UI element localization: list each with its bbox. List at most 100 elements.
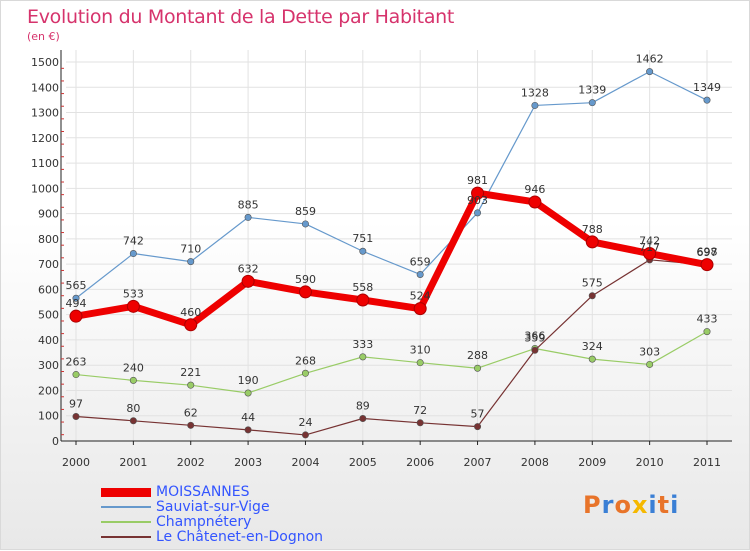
axes: 0 100 200 300 400 500 600 700 800 900 1000 1100 1200…	[31, 50, 732, 469]
y-tick-label: 300	[38, 359, 59, 372]
data-label: 981	[467, 174, 488, 187]
x-tick-label: 2007	[464, 456, 492, 469]
data-point	[187, 421, 195, 429]
data-point	[129, 250, 137, 258]
series-moissannes	[69, 186, 714, 332]
data-point	[474, 209, 482, 217]
data-point	[244, 426, 252, 434]
chart-unit-label: (en €)	[27, 30, 60, 43]
data-label: 324	[582, 340, 603, 353]
x-tick-label: 2003	[234, 456, 262, 469]
series-champn-tery	[72, 328, 711, 397]
data-label: 80	[126, 402, 140, 415]
data-point	[72, 294, 80, 302]
data-point	[301, 431, 309, 439]
data-point	[588, 99, 596, 107]
legend-label: Le Châtenet-en-Dognon	[156, 529, 324, 545]
x-tick-label: 2005	[349, 456, 377, 469]
data-point	[298, 285, 312, 299]
data-labels: 565 742 710 885 859 751 659 903 1328 1339 1462 1349…	[66, 53, 722, 429]
data-label: 565	[66, 279, 87, 292]
data-point	[359, 353, 367, 361]
series-line-le-ch-tenet-en-dognon	[75, 259, 708, 436]
data-point	[416, 359, 424, 367]
data-point	[187, 381, 195, 389]
legend-item-moissannes: MOISSANNES	[101, 484, 401, 500]
x-tick-label: 2004	[291, 456, 319, 469]
data-point	[646, 68, 654, 76]
legend-item-sauviat-sur-vige: Sauviat-sur-Vige	[101, 499, 401, 515]
data-point	[129, 376, 137, 384]
data-label: 57	[471, 408, 485, 421]
y-tick-label: 1400	[31, 81, 59, 94]
data-label: 89	[356, 400, 370, 413]
y-tick-label: 1300	[31, 107, 59, 120]
data-label: 263	[66, 356, 87, 369]
proxiti-logo: Proxiti	[583, 491, 680, 519]
data-point	[301, 220, 309, 228]
data-point	[474, 364, 482, 372]
x-tick-label: 2011	[693, 456, 721, 469]
y-tick-label: 900	[38, 208, 59, 221]
legend-swatch	[101, 487, 151, 497]
data-label: 62	[184, 406, 198, 419]
data-label: 333	[352, 338, 373, 351]
legend-swatch	[101, 536, 151, 538]
data-point	[471, 186, 485, 200]
x-tick-label: 2001	[119, 456, 147, 469]
data-point	[646, 360, 654, 368]
data-label: 1462	[636, 53, 664, 66]
legend-swatch	[101, 506, 151, 508]
x-tick-label: 2002	[177, 456, 205, 469]
data-point	[531, 101, 539, 109]
data-point	[241, 274, 255, 288]
data-label: 710	[180, 243, 201, 256]
data-point	[643, 247, 657, 261]
y-tick-label: 1200	[31, 132, 59, 145]
data-point	[703, 328, 711, 336]
data-label: 659	[410, 255, 431, 268]
data-label: 433	[697, 313, 718, 326]
legend-swatch	[101, 521, 151, 523]
data-label: 97	[69, 397, 83, 410]
data-label: 698	[697, 246, 718, 259]
data-point	[359, 415, 367, 423]
data-point	[588, 292, 596, 300]
data-label: 268	[295, 354, 316, 367]
series-line-moissannes	[72, 189, 711, 329]
data-label: 859	[295, 205, 316, 218]
data-point	[244, 213, 252, 221]
data-label: 494	[66, 297, 87, 310]
x-tick-label: 2006	[406, 456, 434, 469]
data-point	[474, 423, 482, 431]
legend-label: Champnétery	[156, 514, 252, 530]
y-tick-label: 1100	[31, 157, 59, 170]
legend-label: MOISSANNES	[156, 484, 250, 500]
data-point	[528, 195, 542, 209]
data-point	[72, 412, 80, 420]
data-label: 240	[123, 361, 144, 374]
data-label: 366	[524, 330, 545, 343]
data-label: 460	[180, 306, 201, 319]
series-line-sauviat-sur-vige	[75, 71, 708, 299]
y-tick-label: 400	[38, 334, 59, 347]
x-tick-label: 2000	[62, 456, 90, 469]
data-point	[129, 417, 137, 425]
data-point	[244, 389, 252, 397]
data-point	[126, 299, 140, 313]
y-tick-label: 800	[38, 233, 59, 246]
data-point	[585, 235, 599, 249]
data-point	[72, 371, 80, 379]
data-label: 742	[639, 235, 660, 248]
legend-item-champn-tery: Champnétery	[101, 514, 401, 530]
data-label: 524	[410, 290, 431, 303]
legend: MOISSANNES Sauviat-sur-Vige Champnétery Le …	[101, 484, 401, 545]
data-label: 558	[352, 281, 373, 294]
chart-title: Evolution du Montant de la Dette par Hab…	[27, 6, 455, 28]
data-point	[416, 419, 424, 427]
data-label: 1339	[578, 84, 606, 97]
data-label: 903	[467, 194, 488, 207]
y-tick-label: 100	[38, 410, 59, 423]
data-point	[416, 270, 424, 278]
